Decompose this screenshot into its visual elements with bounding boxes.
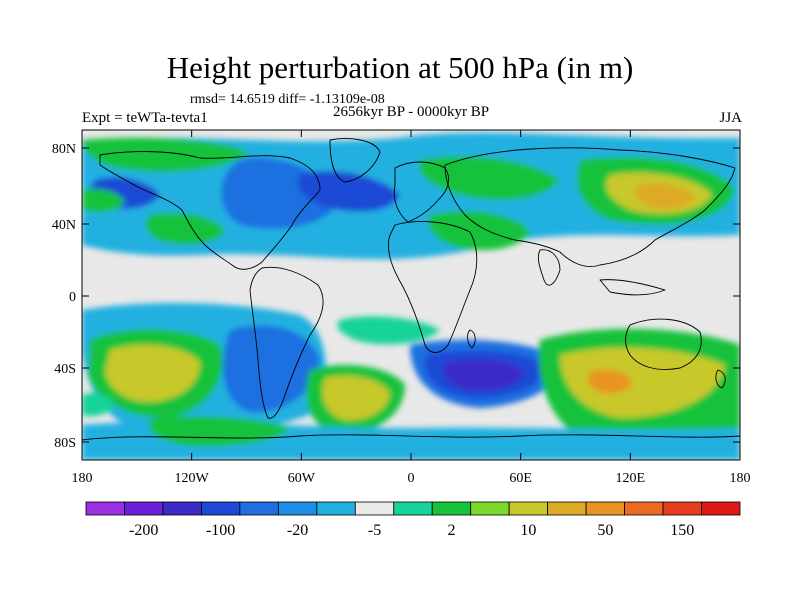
coast-indonesia [599, 279, 666, 296]
lat-tick-label: 80N [52, 142, 76, 157]
coast-south-america [249, 266, 324, 419]
colorbar-swatch [547, 501, 587, 516]
coast-australia [625, 318, 702, 370]
map-title: Height perturbation at 500 hPa (in m) [166, 50, 634, 85]
height-perturbation-field [82, 130, 740, 460]
colorbar-swatch [624, 501, 664, 516]
lon-tick-label: 120E [616, 471, 646, 486]
coast-africa [387, 221, 478, 353]
colorbar-labels: -200 -100 -20 -5 2 10 50 150 [129, 522, 694, 539]
colorbar-swatch [162, 501, 202, 516]
field-patch-tropical-atlantic [337, 316, 440, 345]
lon-tick-label: 180 [730, 471, 751, 486]
lon-tick-label: 120W [175, 471, 210, 486]
field-patch-siberia [419, 156, 560, 200]
colorbar-label: -100 [206, 522, 235, 539]
colorbar-label: 10 [520, 522, 536, 539]
colorbar-swatch [239, 501, 279, 516]
field-patch-north-atlantic [298, 171, 400, 212]
field-patch-pacific-nw [82, 188, 125, 213]
colorbar-label: 2 [447, 522, 455, 539]
field-patch-east-pacific-south [82, 393, 115, 417]
colorbar-swatch [277, 501, 318, 516]
lon-tick-label: 0 [408, 471, 415, 486]
field-patch-indian-low-core [443, 359, 525, 391]
field-patch-south-america-low [222, 325, 320, 413]
field-patch-gulf [145, 212, 225, 245]
coast-greenland [329, 138, 381, 183]
colorbar-swatch [431, 501, 472, 516]
coast-madagascar [467, 329, 476, 349]
coast-india [537, 249, 561, 286]
field-patch-south-pacific-core [105, 344, 200, 402]
lat-tick-label: 40S [54, 362, 76, 377]
colorbar-swatch [124, 501, 164, 516]
colorbar-label: -20 [287, 522, 308, 539]
field-patch-southern-ocean-core [560, 347, 725, 418]
field-patch-antarctic-high [149, 416, 290, 447]
field-patch-alaska [82, 137, 250, 172]
coast-new-zealand [715, 369, 726, 389]
axis-ticks [81, 130, 741, 460]
field-patch-east-asia-max [635, 183, 695, 210]
stats-label: rmsd= 14.6519 diff= -1.13109e-08 [190, 92, 385, 107]
coast-europe [393, 161, 450, 223]
colorbar-swatch [201, 501, 241, 516]
colorbar-swatch [470, 501, 510, 516]
colorbar-swatch [508, 501, 549, 516]
lon-tick-label: 60W [288, 471, 316, 486]
lat-tick-label: 40N [52, 218, 76, 233]
lat-tick-label: 0 [69, 290, 76, 305]
colorbar-swatch [393, 501, 433, 516]
axis-tick-labels: 80N 40N 0 40S 80S 180 120W 60W 0 60E 120E 180 [52, 142, 751, 486]
colorbar-swatch [85, 501, 125, 516]
coast-antarctica [82, 434, 740, 441]
colorbar-swatch [354, 501, 395, 516]
colorbar-label: -5 [368, 522, 381, 539]
colorbar-swatch [701, 501, 741, 516]
colorbar-swatch [585, 501, 625, 516]
lon-tick-label: 60E [509, 471, 532, 486]
field-patch-mid-atlantic [428, 211, 530, 251]
coast-north-america [99, 151, 321, 270]
coast-asia [444, 147, 736, 267]
season-label: JJA [719, 110, 742, 126]
colorbar-label: 150 [670, 522, 694, 539]
field-patch-south-atlantic-core [322, 375, 390, 421]
field-patch-southern-ocean-max [587, 369, 632, 394]
colorbar-swatch [662, 501, 702, 516]
period-label: 2656kyr BP - 0000kyr BP [332, 104, 490, 120]
experiment-label: Expt = teWTa-tevta1 [82, 110, 208, 126]
colorbar-label: -200 [129, 522, 158, 539]
coastlines [82, 138, 740, 441]
lon-tick-label: 180 [72, 471, 93, 486]
colorbar [85, 501, 741, 516]
colorbar-label: 50 [597, 522, 613, 539]
colorbar-swatch [316, 501, 356, 516]
lat-tick-label: 80S [54, 436, 76, 451]
